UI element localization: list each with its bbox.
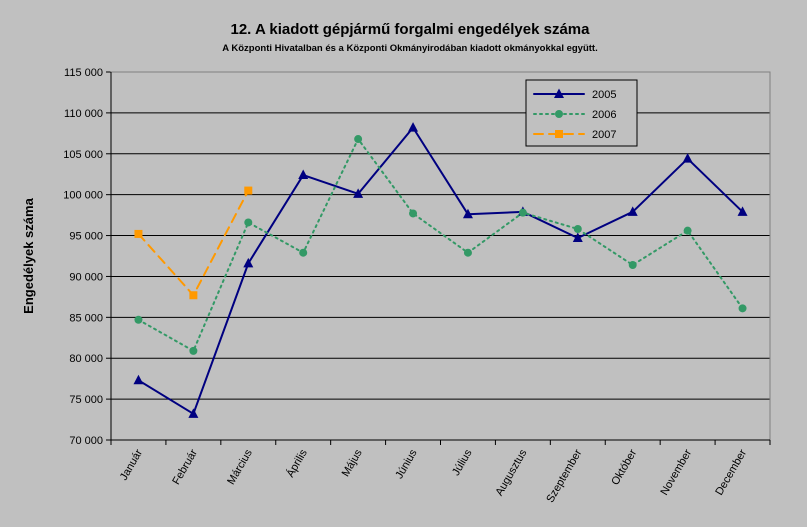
y-tick-label: 95 000 — [69, 231, 103, 243]
data-point — [189, 291, 198, 300]
series-line — [137, 126, 744, 415]
data-point — [627, 206, 638, 216]
y-tick-label: 115 000 — [64, 67, 103, 79]
y-tick-label: 70 000 — [69, 435, 103, 447]
data-point — [555, 110, 563, 118]
x-tick-label: Április — [284, 447, 310, 480]
data-point — [683, 226, 692, 235]
data-point — [628, 260, 637, 269]
x-tick-label: Szeptember — [544, 447, 584, 505]
legend-label: 2007 — [592, 129, 616, 141]
x-tick-label: Május — [340, 447, 365, 479]
plot-area: 70 000 75 000 80 000 85 000 90 000 95 000 100 … — [63, 67, 771, 505]
data-point — [353, 188, 364, 198]
data-point — [188, 408, 199, 418]
y-tick-label: 110 000 — [64, 108, 103, 120]
x-tick-label: December — [713, 447, 749, 497]
series-2006 — [134, 135, 747, 355]
data-point — [354, 135, 363, 144]
y-tick-label: 80 000 — [69, 353, 103, 365]
y-tick-label: 90 000 — [69, 271, 103, 283]
data-point — [409, 209, 418, 218]
legend-box — [525, 79, 638, 147]
legend-label: 2005 — [592, 89, 616, 101]
data-point — [133, 374, 144, 385]
data-point — [518, 208, 527, 217]
x-tick-label: Január — [118, 447, 145, 482]
data-point — [134, 229, 143, 238]
data-point — [244, 218, 253, 227]
x-tick-label: Augusztus — [493, 447, 529, 498]
data-point — [555, 130, 563, 138]
x-tick-label: Október — [609, 447, 639, 487]
data-point — [462, 208, 473, 219]
series-2007 — [134, 186, 253, 300]
x-tick-label: Március — [225, 447, 255, 487]
data-point — [299, 248, 308, 257]
y-tick-label: 100 000 — [63, 190, 103, 202]
data-point — [463, 248, 472, 257]
data-point — [572, 232, 583, 243]
plot-background — [111, 72, 770, 440]
x-tick-label: Június — [393, 447, 420, 481]
chart-subtitle: A Központi Hivatalban és a Központi Okmá… — [222, 43, 598, 54]
data-point — [134, 315, 143, 324]
y-tick-label: 75 000 — [69, 394, 103, 406]
data-point — [408, 122, 419, 132]
data-point — [737, 206, 748, 216]
y-tick-label: 105 000 — [63, 149, 103, 161]
x-tick-label: November — [658, 447, 694, 497]
series-line — [137, 138, 744, 352]
chart-title: 12. A kiadott gépjármű forgalmi engedély… — [230, 21, 590, 38]
x-tick-label: Július — [450, 447, 475, 478]
data-point — [298, 169, 309, 180]
data-point — [554, 88, 564, 98]
data-point — [244, 186, 253, 195]
data-point — [682, 153, 693, 163]
legend-label: 2006 — [592, 109, 616, 121]
legend: 2005 2006 2007 — [525, 79, 638, 147]
data-point — [243, 257, 254, 268]
data-point — [189, 346, 198, 355]
data-point — [738, 304, 747, 313]
y-axis-label: Engedélyek száma — [21, 197, 36, 313]
data-point — [573, 225, 582, 234]
x-tick-label: Február — [170, 447, 200, 487]
series-2005 — [133, 122, 748, 418]
y-tick-label: 85 000 — [69, 312, 103, 324]
